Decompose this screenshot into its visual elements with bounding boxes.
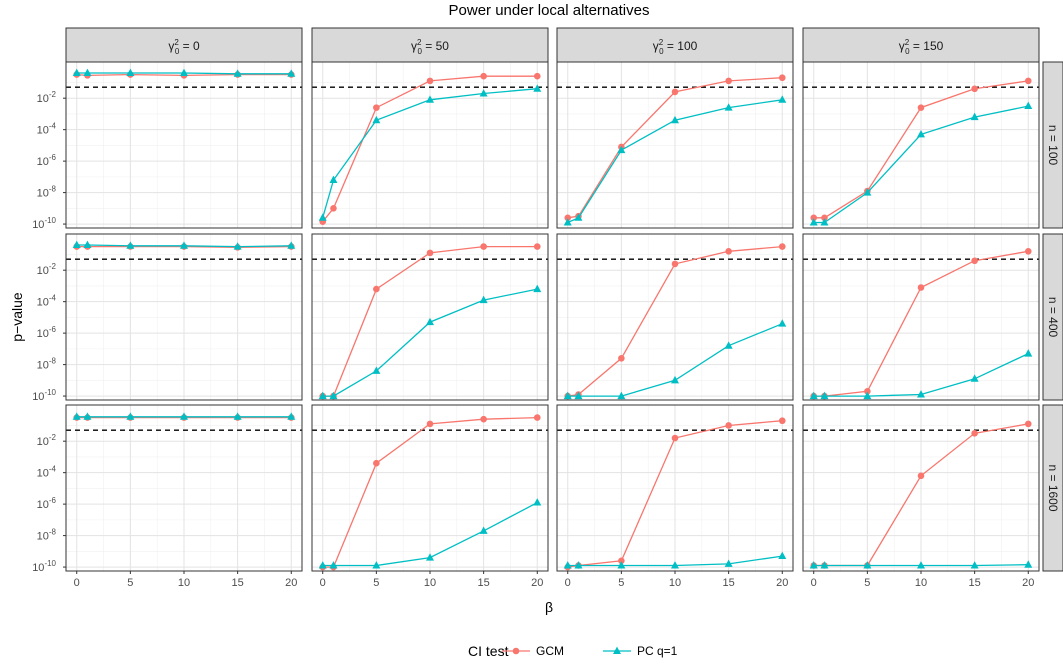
facet-panel — [66, 405, 302, 571]
y-tick-label: 10-10 — [32, 216, 56, 231]
data-point-gcm — [918, 473, 925, 480]
y-tick-label: 10-2 — [37, 90, 57, 105]
x-tick-label: 15 — [478, 577, 490, 589]
data-point-gcm — [971, 85, 978, 92]
data-point-gcm — [672, 89, 679, 96]
x-tick-label: 10 — [915, 577, 927, 589]
legend-label: PC q=1 — [637, 644, 678, 658]
data-point-gcm — [725, 248, 732, 255]
data-point-gcm — [779, 417, 786, 424]
data-point-gcm — [427, 250, 434, 257]
row-strip-label: n = 400 — [1046, 297, 1060, 338]
y-tick-label: 10-4 — [37, 294, 57, 309]
x-tick-label: 20 — [531, 577, 543, 589]
data-point-gcm — [779, 74, 786, 81]
data-point-gcm — [1025, 421, 1032, 428]
x-tick-label: 0 — [320, 577, 326, 589]
facet-panel — [803, 405, 1039, 571]
x-tick-label: 10 — [669, 577, 681, 589]
x-tick-label: 5 — [864, 577, 870, 589]
data-point-gcm — [672, 435, 679, 442]
row-strip-label: n = 100 — [1046, 125, 1060, 166]
facet-panel — [557, 405, 793, 571]
x-tick-label: 5 — [618, 577, 624, 589]
data-point-gcm — [373, 460, 380, 467]
legend: CI test GCM PC q=1 — [468, 643, 678, 659]
data-point-gcm — [1025, 248, 1032, 255]
data-point-gcm — [534, 243, 541, 250]
x-tick-label: 5 — [127, 577, 133, 589]
x-tick-label: 15 — [969, 577, 981, 589]
y-tick-label: 10-4 — [37, 122, 57, 137]
x-tick-label: 20 — [285, 577, 297, 589]
y-tick-label: 10-6 — [37, 153, 57, 168]
data-point-gcm — [725, 78, 732, 85]
data-point-gcm — [373, 104, 380, 111]
y-tick-label: 10-2 — [37, 262, 57, 277]
facet-panel — [66, 234, 302, 400]
y-tick-label: 10-6 — [37, 496, 57, 511]
y-tick-label: 10-10 — [32, 559, 56, 574]
x-tick-label: 20 — [1022, 577, 1034, 589]
data-point-gcm — [725, 422, 732, 429]
facet-panel — [312, 405, 548, 571]
x-tick-label: 5 — [373, 577, 379, 589]
data-point-gcm — [480, 73, 487, 80]
x-tick-label: 0 — [811, 577, 817, 589]
y-tick-label: 10-4 — [37, 465, 57, 480]
data-point-gcm — [971, 430, 978, 437]
facet-panels: γ2 0 = 0 γ2 0 = 50 γ2 0 = 100 γ2 0 = 150 n = 100… — [32, 28, 1063, 589]
data-point-gcm — [534, 73, 541, 80]
data-point-gcm — [1025, 78, 1032, 85]
x-tick-label: 15 — [232, 577, 244, 589]
data-point-gcm — [618, 355, 625, 362]
x-tick-label: 20 — [776, 577, 788, 589]
facet-panel — [557, 234, 793, 400]
legend-key-marker — [613, 647, 621, 654]
data-point-gcm — [480, 243, 487, 250]
x-tick-label: 0 — [565, 577, 571, 589]
data-point-gcm — [672, 261, 679, 268]
x-tick-label: 10 — [178, 577, 190, 589]
y-tick-label: 10-8 — [37, 357, 57, 372]
legend-key-marker — [513, 648, 520, 655]
facet-panel — [312, 62, 548, 228]
x-tick-label: 15 — [723, 577, 735, 589]
y-tick-label: 10-2 — [37, 433, 57, 448]
y-tick-label: 10-10 — [32, 388, 56, 403]
facet-panel — [803, 62, 1039, 228]
x-tick-label: 0 — [74, 577, 80, 589]
x-tick-label: 10 — [424, 577, 436, 589]
y-tick-label: 10-6 — [37, 325, 57, 340]
data-point-gcm — [427, 421, 434, 428]
data-point-gcm — [918, 104, 925, 111]
data-point-gcm — [918, 284, 925, 291]
facet-panel — [557, 62, 793, 228]
data-point-gcm — [971, 257, 978, 264]
y-tick-label: 10-8 — [37, 185, 57, 200]
chart-title: Power under local alternatives — [449, 2, 650, 19]
y-tick-label: 10-8 — [37, 528, 57, 543]
x-axis-title: β — [545, 599, 553, 615]
facet-panel — [66, 62, 302, 228]
row-strip-label: n = 1600 — [1046, 464, 1060, 511]
data-point-gcm — [480, 416, 487, 423]
legend-label: GCM — [536, 644, 564, 658]
data-point-gcm — [427, 78, 434, 85]
data-point-gcm — [779, 243, 786, 250]
facet-panel — [803, 234, 1039, 400]
data-point-gcm — [330, 205, 337, 212]
data-point-gcm — [534, 414, 541, 421]
facet-panel — [312, 234, 548, 400]
data-point-gcm — [373, 286, 380, 293]
y-axis-title: p−value — [9, 292, 25, 342]
